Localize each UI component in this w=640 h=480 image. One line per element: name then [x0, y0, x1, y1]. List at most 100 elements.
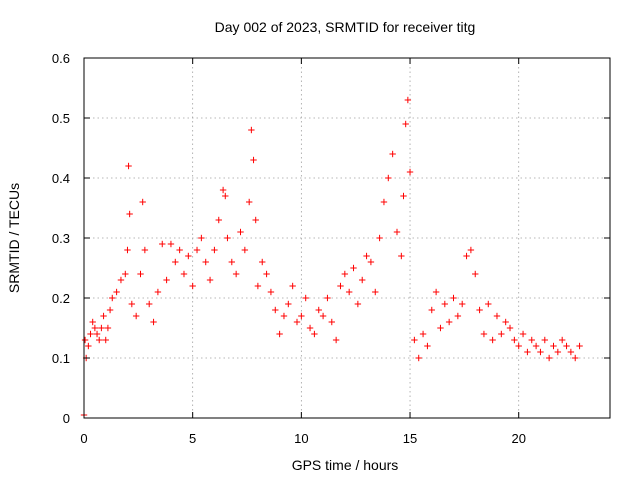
- data-point: [341, 270, 349, 278]
- data-point: [445, 318, 453, 326]
- data-point: [537, 348, 544, 356]
- data-point: [228, 258, 236, 266]
- data-point: [137, 270, 144, 278]
- data-point: [124, 246, 131, 254]
- data-point: [139, 198, 146, 206]
- data-point: [380, 198, 388, 206]
- data-point: [109, 294, 116, 302]
- data-point: [480, 330, 488, 338]
- plot-frame: [83, 57, 611, 419]
- data-point: [476, 306, 483, 314]
- data-point: [532, 342, 540, 350]
- data-point: [511, 336, 518, 344]
- y-tick-label: 0: [63, 411, 70, 426]
- data-point: [113, 288, 120, 296]
- data-point: [172, 258, 179, 266]
- data-point: [185, 252, 192, 260]
- data-points: [80, 96, 583, 419]
- data-point: [576, 342, 583, 350]
- data-point: [252, 216, 259, 224]
- data-point: [398, 252, 405, 260]
- data-point: [250, 156, 257, 164]
- data-point: [122, 270, 129, 278]
- data-point: [393, 228, 401, 236]
- data-point: [180, 270, 188, 278]
- x-tick-label: 5: [189, 431, 196, 446]
- data-point: [554, 348, 562, 356]
- data-point: [328, 318, 335, 326]
- data-point: [315, 306, 322, 314]
- data-point: [515, 342, 522, 350]
- data-point: [202, 258, 209, 266]
- data-point: [563, 342, 570, 350]
- data-point: [567, 348, 575, 356]
- data-point: [319, 312, 327, 320]
- data-point: [558, 336, 566, 344]
- data-point: [146, 300, 153, 308]
- data-point: [367, 258, 375, 266]
- data-point: [467, 246, 475, 254]
- data-point: [85, 342, 92, 350]
- data-point: [167, 240, 175, 248]
- x-tick-label: 10: [294, 431, 308, 446]
- data-point: [159, 240, 166, 248]
- data-point: [402, 120, 409, 128]
- data-point: [163, 276, 170, 284]
- y-tick-label: 0.5: [52, 111, 70, 126]
- data-point: [472, 270, 479, 278]
- data-point: [376, 234, 383, 242]
- x-axis-label: GPS time / hours: [292, 457, 399, 473]
- data-point: [96, 336, 103, 344]
- data-point: [211, 246, 218, 254]
- data-point: [306, 324, 314, 332]
- data-point: [424, 342, 431, 350]
- data-point: [215, 216, 222, 224]
- data-point: [389, 150, 396, 158]
- data-point: [272, 306, 279, 314]
- data-point: [302, 294, 309, 302]
- data-point: [141, 246, 149, 254]
- data-point: [372, 288, 379, 296]
- data-point: [132, 312, 140, 320]
- data-point: [428, 306, 435, 314]
- data-point: [106, 306, 114, 314]
- data-point: [241, 246, 249, 254]
- data-point: [154, 288, 162, 296]
- data-point: [245, 198, 253, 206]
- data-point: [524, 348, 531, 356]
- data-point: [198, 234, 205, 242]
- data-point: [528, 336, 535, 344]
- data-point: [419, 330, 427, 338]
- data-point: [232, 270, 240, 278]
- data-point: [193, 246, 201, 254]
- data-point: [89, 318, 96, 326]
- data-point: [276, 330, 283, 338]
- data-point: [502, 318, 509, 326]
- x-tick-label: 20: [511, 431, 525, 446]
- data-point: [293, 318, 301, 326]
- data-point: [100, 312, 107, 320]
- data-point: [406, 168, 414, 176]
- data-point: [280, 312, 288, 320]
- data-point: [541, 336, 548, 344]
- data-point: [437, 324, 444, 332]
- data-point: [485, 300, 492, 308]
- y-tick-label: 0.4: [52, 171, 70, 186]
- data-point: [206, 276, 214, 284]
- data-point: [359, 276, 366, 284]
- chart-title: Day 002 of 2023, SRMTID for receiver tit…: [215, 19, 476, 35]
- x-tick-label: 15: [403, 431, 417, 446]
- data-point: [189, 282, 196, 290]
- data-point: [506, 324, 514, 332]
- data-point: [267, 288, 275, 296]
- data-point: [454, 312, 462, 320]
- data-point: [87, 330, 94, 338]
- data-point: [254, 282, 262, 290]
- data-point: [150, 318, 157, 326]
- data-point: [450, 294, 457, 302]
- y-tick-label: 0.1: [52, 351, 70, 366]
- data-point: [98, 324, 105, 332]
- data-point: [104, 324, 112, 332]
- data-point: [400, 192, 407, 200]
